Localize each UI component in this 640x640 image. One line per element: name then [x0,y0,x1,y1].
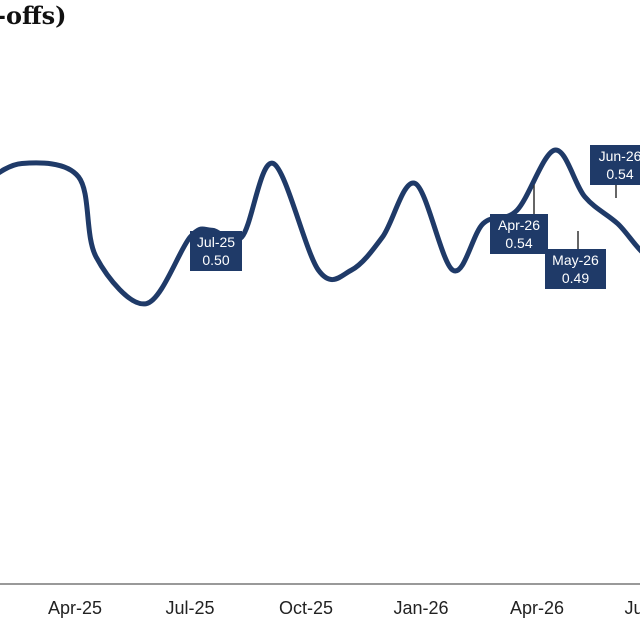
data-label-value: 0.50 [202,252,229,268]
data-label-period: Apr-26 [498,217,540,233]
x-tick-label: Apr-26 [510,598,564,618]
data-label-value: 0.49 [562,270,589,286]
data-label-period: Jun-26 [599,148,640,164]
x-tick-label: Jul-25 [165,598,214,618]
data-label: Apr-26 0.54 [490,185,548,254]
data-label-box [545,249,606,289]
series-line [0,147,640,307]
x-axis-ticks: Apr-25 Jul-25 Oct-25 Jan-26 Apr-26 Ju [48,598,640,618]
data-label-period: Jul-25 [197,234,235,250]
data-label-value: 0.54 [505,235,532,251]
x-tick-label: Jan-26 [393,598,448,618]
data-label-value: 0.54 [606,166,633,182]
data-label: Jul-25 0.50 [190,231,242,271]
data-label-box [590,145,640,185]
data-labels: Jul-25 0.50 Apr-26 0.54 May-26 0.49 Jun-26 0.54 [190,145,640,289]
data-label-period: May-26 [552,252,599,268]
data-label-box [190,231,242,271]
data-label: May-26 0.49 [545,231,606,289]
x-tick-label: Ju [624,598,640,618]
data-label: Jun-26 0.54 [590,145,640,198]
data-label-box [490,214,548,254]
x-tick-label: Oct-25 [279,598,333,618]
x-tick-label: Apr-25 [48,598,102,618]
chart-title: -offs) [0,1,67,30]
